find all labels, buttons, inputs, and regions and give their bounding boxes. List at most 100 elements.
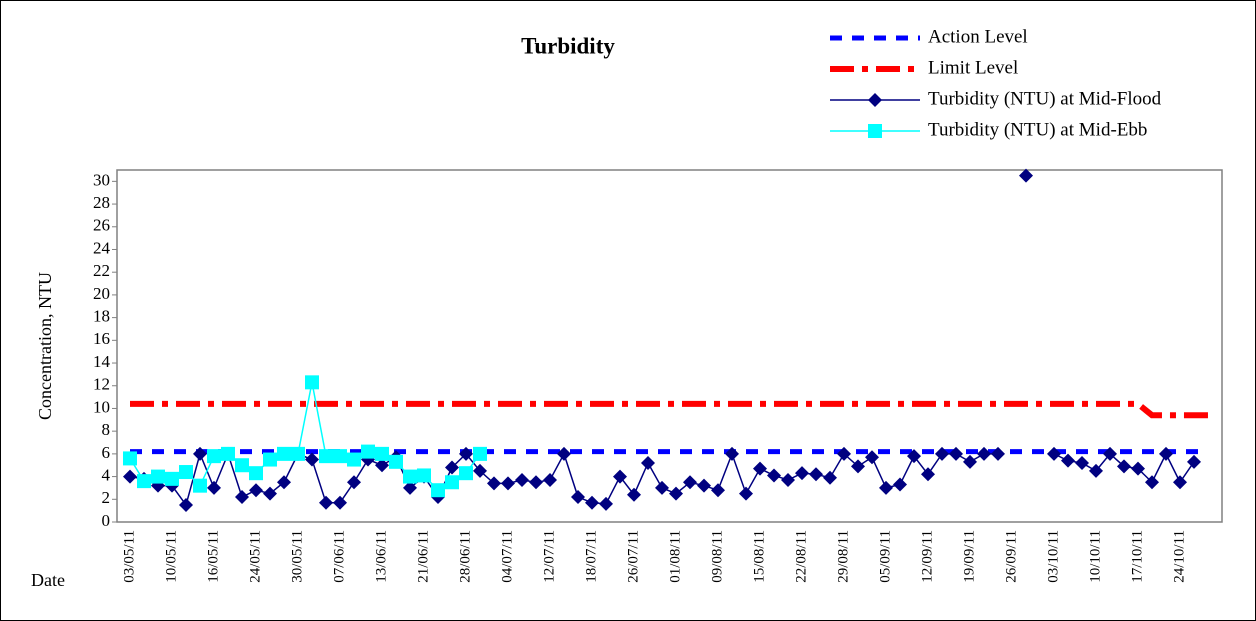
data-point (837, 446, 851, 461)
x-tick-label: 03/05/11 (121, 530, 137, 583)
y-tick-label: 8 (102, 420, 111, 439)
y-tick-label: 4 (102, 465, 111, 484)
data-point (893, 477, 907, 492)
legend-marker (868, 124, 882, 138)
data-point (1159, 446, 1173, 461)
data-point (207, 480, 221, 495)
data-point (277, 446, 291, 461)
x-tick-label: 26/07/11 (625, 530, 641, 583)
x-tick-label: 07/06/11 (331, 530, 347, 583)
data-point (571, 490, 585, 505)
x-axis-label: Date (31, 570, 65, 590)
x-tick-label: 15/08/11 (751, 530, 767, 583)
data-point (949, 446, 963, 461)
data-point (809, 467, 823, 482)
data-point (711, 483, 725, 498)
x-tick-label: 10/05/11 (163, 530, 179, 583)
data-point (263, 452, 277, 467)
data-point (921, 467, 935, 482)
data-point (445, 475, 459, 490)
x-tick-label: 19/09/11 (961, 530, 977, 583)
data-point (683, 475, 697, 490)
y-tick-label: 22 (93, 261, 110, 280)
data-point (361, 444, 375, 459)
data-point (1173, 475, 1187, 490)
data-point (613, 469, 627, 484)
data-point (1047, 446, 1061, 461)
x-tick-label: 24/10/11 (1171, 530, 1187, 583)
data-point (991, 446, 1005, 461)
y-tick-label: 18 (93, 307, 110, 326)
y-tick-label: 6 (102, 443, 111, 462)
y-tick-label: 14 (93, 352, 111, 371)
data-point (767, 468, 781, 483)
data-point (487, 476, 501, 491)
y-tick-label: 10 (93, 397, 110, 416)
y-tick-label: 12 (93, 375, 110, 394)
data-point (305, 452, 319, 467)
x-tick-label: 10/10/11 (1087, 530, 1103, 583)
x-tick-label: 12/09/11 (919, 530, 935, 583)
data-point (431, 483, 445, 498)
data-point (179, 465, 193, 480)
data-point (795, 466, 809, 481)
data-point (599, 496, 613, 511)
data-point (165, 471, 179, 486)
data-point (1131, 461, 1145, 476)
data-point (459, 446, 473, 461)
data-point (193, 478, 207, 493)
legend-label: Limit Level (928, 57, 1018, 78)
data-point (557, 446, 571, 461)
data-point (179, 497, 193, 512)
legend-label: Action Level (928, 26, 1028, 47)
x-tick-label: 30/05/11 (289, 530, 305, 583)
x-tick-label: 09/08/11 (709, 530, 725, 583)
x-tick-label: 22/08/11 (793, 530, 809, 583)
x-tick-label: 26/09/11 (1003, 530, 1019, 583)
y-tick-label: 30 (93, 170, 110, 189)
data-point (151, 469, 165, 484)
x-tick-label: 13/06/11 (373, 530, 389, 583)
data-point (1075, 455, 1089, 470)
data-point (389, 454, 403, 469)
data-point (249, 483, 263, 498)
x-tick-label: 01/08/11 (667, 530, 683, 583)
x-tick-label: 21/06/11 (415, 530, 431, 583)
data-point (1117, 459, 1131, 474)
data-point (403, 469, 417, 484)
data-point (249, 466, 263, 481)
data-point (1061, 453, 1075, 468)
data-point (935, 446, 949, 461)
data-point (207, 449, 221, 464)
data-point (137, 474, 151, 489)
data-point (291, 446, 305, 461)
data-point (963, 454, 977, 469)
data-point (501, 476, 515, 491)
data-point (977, 446, 991, 461)
data-point (123, 451, 137, 466)
data-point (739, 486, 753, 501)
data-point (543, 472, 557, 487)
data-point (655, 480, 669, 495)
legend-marker (868, 93, 882, 107)
data-point (585, 495, 599, 510)
chart-title: Turbidity (521, 33, 615, 58)
x-tick-label: 18/07/11 (583, 530, 599, 583)
x-tick-label: 05/09/11 (877, 530, 893, 583)
y-tick-label: 28 (93, 193, 110, 212)
legend-label: Turbidity (NTU) at Mid-Ebb (928, 119, 1147, 140)
y-axis-label: Concentration, NTU (35, 272, 55, 420)
x-tick-label: 16/05/11 (205, 530, 221, 583)
data-point (305, 375, 319, 390)
y-tick-label: 24 (93, 238, 111, 257)
data-point (725, 446, 739, 461)
data-point (1019, 168, 1033, 183)
data-point (123, 469, 137, 484)
data-point (403, 480, 417, 495)
data-point (781, 472, 795, 487)
series-line (130, 400, 1208, 419)
data-point (473, 463, 487, 478)
x-tick-label: 04/07/11 (499, 530, 515, 583)
